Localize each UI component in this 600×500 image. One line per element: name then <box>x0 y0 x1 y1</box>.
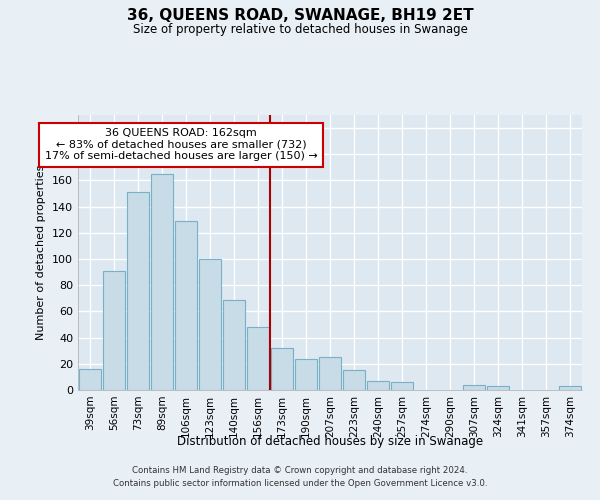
Text: 36 QUEENS ROAD: 162sqm
← 83% of detached houses are smaller (732)
17% of semi-de: 36 QUEENS ROAD: 162sqm ← 83% of detached… <box>45 128 317 162</box>
Bar <box>151 174 173 390</box>
Bar <box>295 358 317 390</box>
Bar <box>559 386 581 390</box>
Text: Size of property relative to detached houses in Swanage: Size of property relative to detached ho… <box>133 22 467 36</box>
Bar <box>343 370 365 390</box>
Bar <box>271 348 293 390</box>
Text: Contains HM Land Registry data © Crown copyright and database right 2024.
Contai: Contains HM Land Registry data © Crown c… <box>113 466 487 487</box>
Bar <box>319 358 341 390</box>
Bar <box>103 271 125 390</box>
Bar <box>127 192 149 390</box>
Bar <box>463 385 485 390</box>
Bar <box>175 221 197 390</box>
Bar <box>391 382 413 390</box>
Bar <box>487 386 509 390</box>
Y-axis label: Number of detached properties: Number of detached properties <box>37 165 46 340</box>
Bar <box>247 327 269 390</box>
Bar <box>223 300 245 390</box>
Bar <box>367 381 389 390</box>
Bar <box>79 369 101 390</box>
Bar <box>199 259 221 390</box>
Text: 36, QUEENS ROAD, SWANAGE, BH19 2ET: 36, QUEENS ROAD, SWANAGE, BH19 2ET <box>127 8 473 22</box>
Text: Distribution of detached houses by size in Swanage: Distribution of detached houses by size … <box>177 435 483 448</box>
